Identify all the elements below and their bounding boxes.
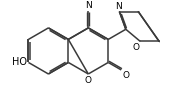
Text: N: N: [85, 1, 92, 10]
Text: O: O: [132, 43, 139, 52]
Text: O: O: [123, 71, 130, 80]
Text: HO: HO: [12, 57, 27, 67]
Text: N: N: [115, 1, 122, 10]
Text: O: O: [85, 76, 92, 85]
